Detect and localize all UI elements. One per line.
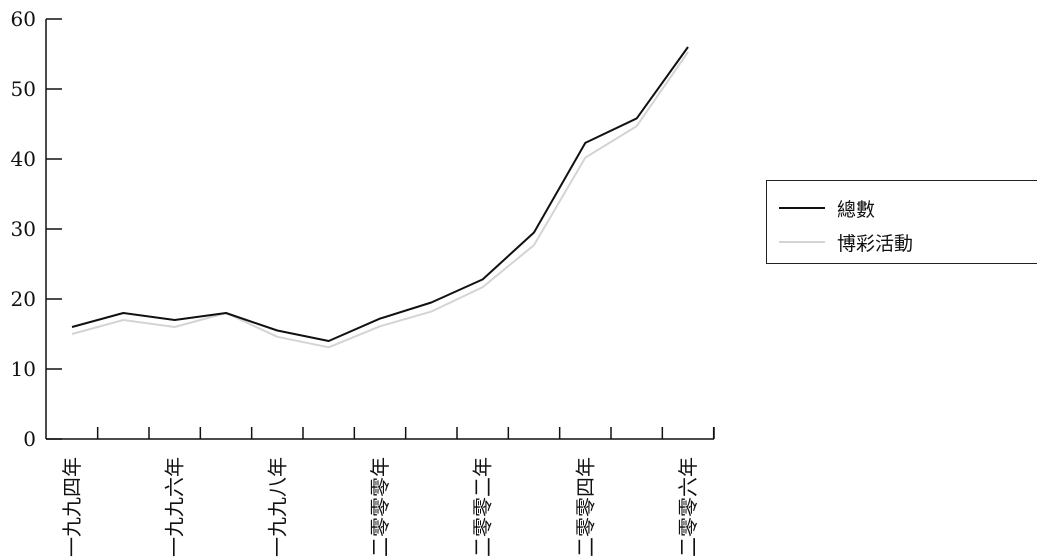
x-tick-label: 二零零六年 — [676, 457, 700, 557]
x-tick-label: 二零零四年 — [573, 457, 597, 557]
x-tick-label: 二零零二年 — [471, 457, 495, 557]
y-tick-label: 20 — [11, 287, 36, 311]
legend: 總數 博彩活動 — [766, 180, 1037, 264]
x-tick-label: 二零零零年 — [368, 457, 392, 557]
y-tick-label: 0 — [23, 427, 36, 451]
x-tick-label: 一九九八年 — [265, 457, 289, 557]
series-line-1 — [71, 46, 689, 342]
series-lines — [71, 46, 689, 349]
y-tick-label: 60 — [11, 7, 36, 31]
legend-label-series-1: 總數 — [837, 198, 876, 221]
x-tick-label: 一九九六年 — [163, 457, 187, 557]
legend-item-series-1: 總數 — [779, 193, 875, 223]
legend-label-series-2: 博彩活動 — [837, 232, 914, 255]
x-axis: 一九九四年 一九九六年 一九九八年 二零零零年 二零零二年 二零零四年 二零零六年 — [46, 427, 715, 557]
legend-swatch-series-2 — [779, 241, 825, 243]
legend-swatch-series-1 — [779, 207, 825, 209]
y-axis: 0 10 20 30 40 50 60 — [11, 7, 62, 451]
y-tick-label: 40 — [11, 147, 36, 171]
legend-item-series-2: 博彩活動 — [779, 227, 913, 257]
series-line-2 — [71, 51, 689, 349]
y-tick-label: 30 — [11, 217, 36, 241]
y-tick-label: 50 — [11, 77, 36, 101]
x-tick-label: 一九九四年 — [60, 457, 84, 557]
y-tick-label: 10 — [11, 357, 36, 381]
